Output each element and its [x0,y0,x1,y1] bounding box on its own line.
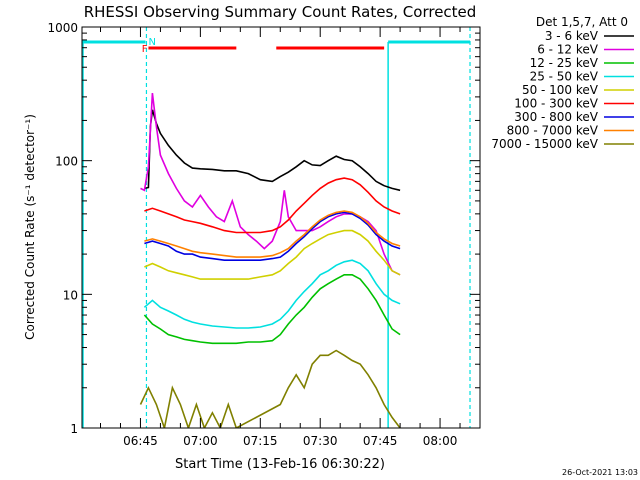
legend-label: 50 - 100 keV [522,83,599,97]
legend-label: 7000 - 15000 keV [491,137,598,151]
x-tick-label: 07:30 [303,434,338,448]
legend-label: 100 - 300 keV [514,97,598,111]
x-tick-label: 07:45 [363,434,398,448]
series-line [144,229,401,280]
y-tick-label: 1 [70,422,78,436]
legend-label: 3 - 6 keV [545,29,599,43]
y-axis-label: Corrected Count Rate (s⁻¹ detector⁻¹) [23,114,37,340]
series-line [144,109,401,192]
x-axis-label: Start Time (13-Feb-16 06:30:22) [175,457,385,472]
night-flag-label: N [148,37,155,48]
plot-area: FN [82,27,471,428]
legend-label: 300 - 800 keV [514,110,598,124]
x-tick-label: 07:15 [243,434,278,448]
series-line [139,349,401,428]
legend-label: 6 - 12 keV [537,43,599,57]
series-group [82,27,471,428]
x-tick-label: 07:00 [183,434,218,448]
series-line [144,177,401,234]
y-tick-label: 10 [63,288,78,302]
x-tick-label: 08:00 [423,434,458,448]
y-tick-label: 100 [55,155,78,169]
legend-label: 800 - 7000 keV [507,124,599,138]
series-line [144,211,401,261]
series-line [143,259,401,329]
chart-title: RHESSI Observing Summary Count Rates, Co… [84,3,477,21]
legend-label: 25 - 50 keV [530,70,599,84]
y-tick-label: 1000 [47,21,78,35]
plot-frame [81,26,481,429]
series-line [144,210,401,258]
render-timestamp: 26-Oct-2021 13:03 [562,468,638,477]
axes: 1 10 100 1000 06:45 07:00 07:15 07:30 07:45 08:00 [47,21,481,448]
legend-label: 12 - 25 keV [530,56,599,70]
series-line [143,274,401,345]
x-tick-label: 06:45 [123,434,158,448]
flare-flag-label: F [142,44,148,55]
legend-title: Det 1,5,7, Att 0 [536,15,628,29]
